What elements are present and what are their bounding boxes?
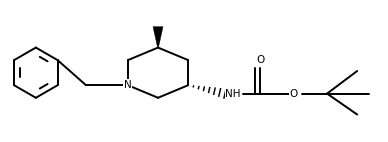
Polygon shape: [153, 27, 163, 48]
Text: NH: NH: [225, 89, 241, 99]
Text: O: O: [256, 55, 264, 65]
Text: O: O: [289, 89, 298, 99]
Text: N: N: [124, 80, 132, 90]
